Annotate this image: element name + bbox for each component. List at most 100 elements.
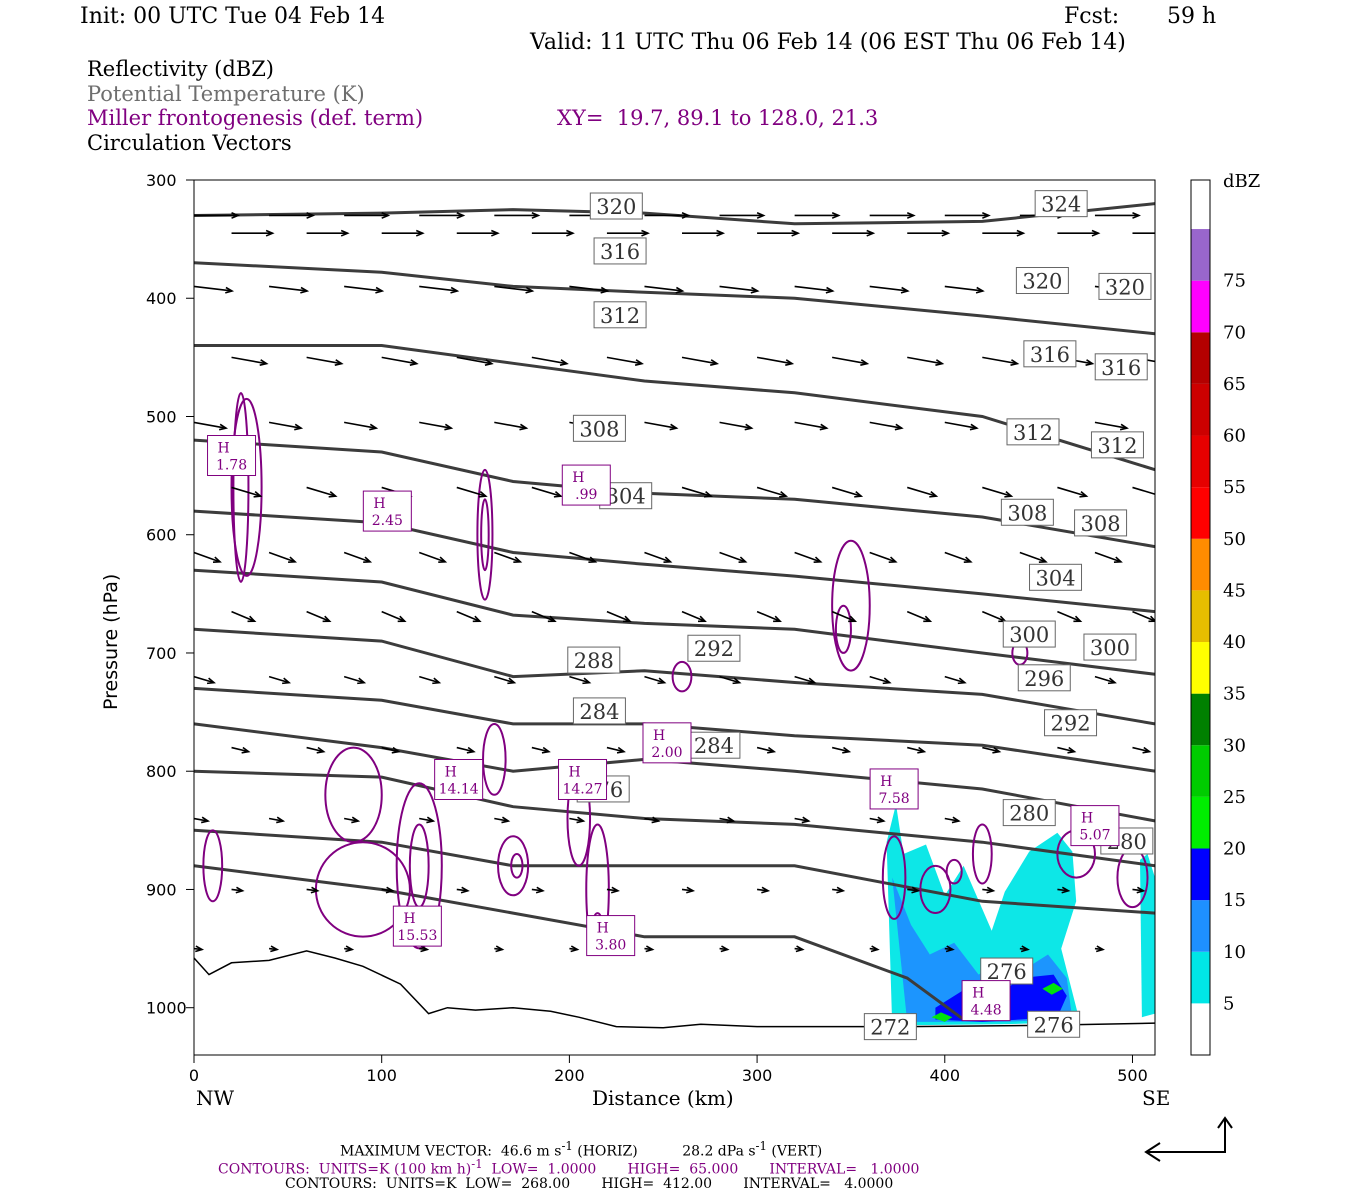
theta-label-text: 312 — [1013, 421, 1053, 445]
frontogenesis-label-box — [961, 980, 1011, 1022]
vector-head-9-500 — [1142, 746, 1152, 754]
frontogenesis-contour-15 — [834, 604, 852, 654]
theta-contour-10 — [194, 828, 1155, 915]
vector-6-80 — [343, 551, 371, 563]
theta-label-box — [567, 646, 621, 674]
frontogenesis-label-value: 2.45 — [372, 513, 403, 529]
vector-head-3-420 — [1010, 359, 1020, 366]
vector-3-380 — [907, 356, 943, 365]
vector-6-0 — [194, 551, 221, 563]
x-axis-title: Distance (km) — [592, 1086, 734, 1110]
frontogenesis-contour-12 — [324, 746, 383, 844]
vector-head-9-220 — [616, 746, 626, 754]
frontogenesis-label-h: H — [403, 911, 415, 927]
theta-label-box — [687, 634, 741, 662]
vector-4-120 — [419, 421, 452, 429]
vector-8-120 — [419, 675, 440, 684]
vector-3-100 — [381, 356, 417, 365]
y-tick-label: 400 — [146, 289, 177, 308]
colorbar-label-70: 70 — [1223, 322, 1246, 343]
vector-head-12-400 — [945, 945, 955, 953]
vector-head-5-20 — [253, 491, 263, 498]
colorbar-swatch-55 — [1191, 435, 1210, 488]
vector-10-200 — [569, 817, 584, 822]
vector-head-10-80 — [351, 816, 361, 824]
colorbar-swatch-65 — [1191, 332, 1210, 384]
theta-label-2: 312 — [593, 301, 647, 329]
theta-label-6: 284 — [572, 697, 626, 725]
vector-9-180 — [531, 746, 550, 753]
vector-head-9-380 — [917, 746, 927, 754]
theta-label-16: 308 — [1000, 498, 1054, 526]
reflectivity-area-4 — [1042, 982, 1063, 995]
vector-head-12-200 — [570, 945, 580, 953]
vector-8-360 — [869, 675, 890, 684]
theta-label-text: 316 — [600, 240, 640, 264]
frontogenesis-contour-23 — [202, 829, 224, 903]
colorbar-swatch-60 — [1191, 383, 1210, 436]
vector-7-220 — [606, 610, 631, 622]
vector-head-7-500 — [1148, 615, 1155, 623]
vector-7-500 — [1132, 610, 1155, 622]
theta-label-text: 304 — [606, 485, 646, 509]
vector-head-6-160 — [513, 556, 523, 564]
frontogenesis-label-box — [869, 768, 919, 810]
vector-5-140 — [456, 486, 487, 497]
theta-label-text: 292 — [1050, 712, 1090, 736]
theta-label-layer: 320 316 312 308 304 288 284 284 292 324 320 320 316 3… — [567, 190, 1154, 1041]
theta-label-17: 308 — [1074, 509, 1128, 537]
vector-head-0-240 — [681, 212, 691, 219]
vector-head-0-120 — [456, 212, 466, 219]
colorbar-frame — [1190, 179, 1211, 1056]
theta-label-box — [1015, 267, 1069, 295]
vector-head-1-380 — [941, 229, 951, 237]
colorbar: 5 10 15 20 25 30 35 40 45 50 55 60 65 70 75 dBZ — [1190, 171, 1260, 1056]
theta-label-3: 308 — [572, 414, 626, 442]
vector-10-80 — [344, 817, 359, 822]
theta-label-text: 272 — [870, 1016, 910, 1040]
theta-label-13: 316 — [1094, 353, 1148, 381]
theta-contour-5 — [194, 568, 1155, 676]
vector-head-4-160 — [519, 423, 529, 431]
vector-head-8-320 — [807, 677, 817, 685]
vector-head-2-120 — [450, 286, 460, 294]
theta-label-text: 308 — [1081, 512, 1121, 536]
colorbar-label-30: 30 — [1223, 735, 1246, 756]
y-tick-label: 300 — [146, 171, 177, 190]
vector-head-10-120 — [426, 816, 436, 824]
vector-head-9-100 — [391, 746, 401, 754]
vector-head-3-180 — [559, 359, 569, 366]
theta-label-8: 292 — [687, 634, 741, 662]
vector-head-12-480 — [1095, 945, 1105, 953]
fgen-contour-info: CONTOURS: UNITS=K (100 km h)-1 LOW= 1.00… — [218, 1157, 920, 1178]
vector-head-2-400 — [975, 286, 985, 294]
theta-label-21: 296 — [1017, 664, 1071, 692]
vector-head-10-200 — [576, 816, 586, 824]
vector-4-280 — [719, 421, 752, 429]
vector-head-10-280 — [726, 816, 736, 824]
vector-2-400 — [944, 285, 983, 292]
colorbar-label-55: 55 — [1223, 477, 1246, 498]
vector-head-5-260 — [703, 491, 713, 498]
theta-label-11: 320 — [1098, 272, 1152, 300]
x-axis-left-direction: NW — [196, 1086, 235, 1110]
theta-label-12: 316 — [1023, 340, 1077, 368]
frontogenesis-contour-16 — [881, 835, 907, 920]
theta-label-box — [1098, 272, 1152, 300]
vector-head-9-60 — [316, 746, 326, 754]
frontogenesis-label-box — [561, 464, 611, 506]
vector-head-4-0 — [218, 423, 229, 431]
vector-8-320 — [794, 675, 815, 684]
colorbar-swatch-20 — [1191, 796, 1210, 849]
frontogenesis-label-h: H — [1081, 811, 1093, 827]
colorbar-swatch-75 — [1191, 229, 1210, 281]
theta-label-text: 284 — [579, 700, 619, 724]
vector-6-40 — [268, 551, 296, 563]
colorbar-swatch-30 — [1191, 693, 1210, 746]
theta-label-9: 324 — [1034, 190, 1088, 218]
vector-head-4-360 — [894, 423, 904, 431]
vector-head-2-160 — [525, 286, 535, 294]
vector-head-7-180 — [547, 615, 557, 623]
frontogenesis-contour-18 — [945, 858, 963, 885]
vector-2-320 — [794, 285, 833, 292]
